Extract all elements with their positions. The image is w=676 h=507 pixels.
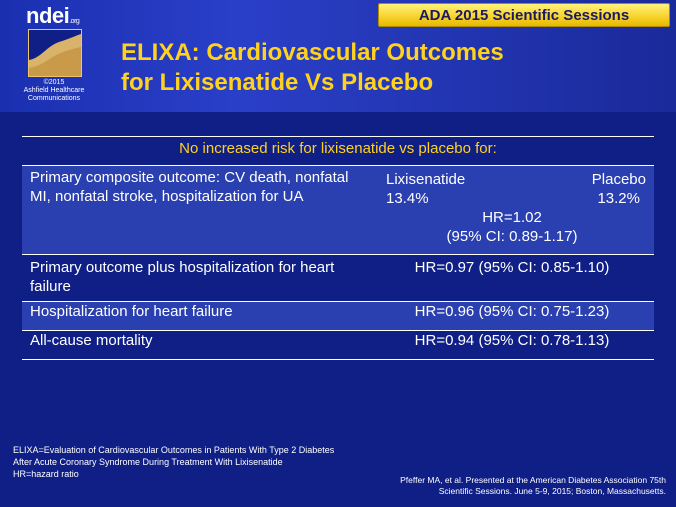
reference-citation: Pfeffer MA, et al. Presented at the Amer… (400, 475, 666, 496)
conference-badge: ADA 2015 Scientific Sessions (378, 3, 670, 27)
outcome-label: Primary outcome plus hospitalization for… (22, 254, 370, 302)
outcome-result: Lixisenatide 13.4% Placebo 13.2% HR=1.02… (370, 166, 654, 255)
results-table: No increased risk for lixisenatide vs pl… (22, 139, 654, 360)
outcome-result: HR=0.94 (95% CI: 0.78-1.13) (370, 330, 654, 360)
table-header: No increased risk for lixisenatide vs pl… (22, 139, 654, 166)
outcome-result: HR=0.97 (95% CI: 0.85-1.10) (370, 254, 654, 302)
outcome-result: HR=0.96 (95% CI: 0.75-1.23) (370, 301, 654, 331)
table-row: All-cause mortality HR=0.94 (95% CI: 0.7… (22, 330, 654, 360)
outcome-label: Hospitalization for heart failure (22, 301, 370, 331)
table-top-rule (22, 136, 654, 137)
table-row: Primary outcome plus hospitalization for… (22, 254, 654, 302)
outcome-label: All-cause mortality (22, 330, 370, 360)
arm-a-label: Lixisenatide (386, 171, 466, 188)
hazard-ratio: HR=1.02 (482, 209, 542, 226)
table-row: Primary composite outcome: CV death, non… (22, 165, 654, 255)
arm-a-value: 13.4% (386, 190, 429, 207)
title-line-1: ELIXA: Cardiovascular Outcomes (121, 39, 504, 66)
slide-title: ELIXA: Cardiovascular Outcomes for Lixis… (121, 38, 661, 98)
abbreviation-footnote: ELIXA=Evaluation of Cardiovascular Outco… (13, 445, 335, 479)
title-line-2: for Lixisenatide Vs Placebo (121, 69, 434, 96)
table-row: Hospitalization for heart failure HR=0.9… (22, 301, 654, 331)
arm-b-value: 13.2% (597, 190, 640, 207)
table-header-row: No increased risk for lixisenatide vs pl… (22, 139, 654, 166)
arm-b-label: Placebo (591, 171, 646, 188)
outcome-label: Primary composite outcome: CV death, non… (30, 169, 349, 205)
confidence-interval: (95% CI: 0.89-1.17) (446, 228, 578, 245)
logo-emblem-icon (28, 29, 82, 77)
logo-copyright: ©2015 Ashfield Healthcare Communications (23, 79, 85, 102)
ndei-logo: ndei.org ©2015 Ashfield Healthcare Commu… (14, 3, 94, 108)
logo-brand: ndei.org (26, 3, 80, 28)
